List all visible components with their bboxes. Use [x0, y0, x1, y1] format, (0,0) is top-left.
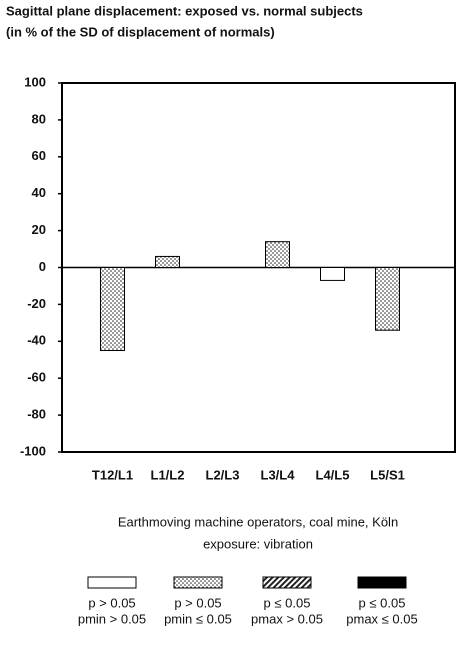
y-tick-label: -80	[27, 407, 46, 422]
x-tick-label: L4/L5	[316, 467, 350, 482]
y-tick-label: 60	[32, 148, 46, 163]
legend-label: pmax ≤ 0.05	[346, 611, 417, 626]
x-tick-label: L5/S1	[370, 467, 405, 482]
chart-title: Sagittal plane displacement: exposed vs.…	[6, 3, 363, 18]
x-tick-label: L1/L2	[151, 467, 185, 482]
legend-swatch	[262, 576, 312, 589]
legend-swatch	[87, 576, 137, 589]
x-tick-label: T12/L1	[92, 467, 133, 482]
y-tick-label: 100	[24, 74, 46, 89]
legend-label: p > 0.05	[88, 595, 135, 610]
x-tick-label: L3/L4	[261, 467, 296, 482]
bar	[320, 267, 345, 281]
x-tick-label: L2/L3	[206, 467, 240, 482]
y-tick-label: -40	[27, 333, 46, 348]
legend-label: pmin > 0.05	[78, 611, 146, 626]
y-tick-label: -100	[20, 443, 46, 458]
chart-subtitle: (in % of the SD of displacement of norma…	[6, 24, 275, 39]
y-tick-label: 40	[32, 185, 46, 200]
y-tick-label: 20	[32, 222, 46, 237]
y-tick-label: -60	[27, 370, 46, 385]
y-tick-label: 0	[39, 259, 46, 274]
legend-label: pmax > 0.05	[251, 611, 323, 626]
legend-label: p ≤ 0.05	[359, 595, 406, 610]
y-tick-label: -20	[27, 296, 46, 311]
bar	[100, 267, 125, 352]
caption: exposure: vibration	[203, 536, 313, 551]
bar	[155, 255, 180, 268]
bar	[265, 241, 290, 268]
legend-swatch	[173, 576, 223, 589]
bar	[375, 267, 400, 331]
legend-label: p ≤ 0.05	[264, 595, 311, 610]
legend-label: p > 0.05	[174, 595, 221, 610]
legend-swatch	[357, 576, 407, 589]
caption: Earthmoving machine operators, coal mine…	[118, 514, 398, 529]
y-tick-label: 80	[32, 111, 46, 126]
legend-label: pmin ≤ 0.05	[164, 611, 232, 626]
